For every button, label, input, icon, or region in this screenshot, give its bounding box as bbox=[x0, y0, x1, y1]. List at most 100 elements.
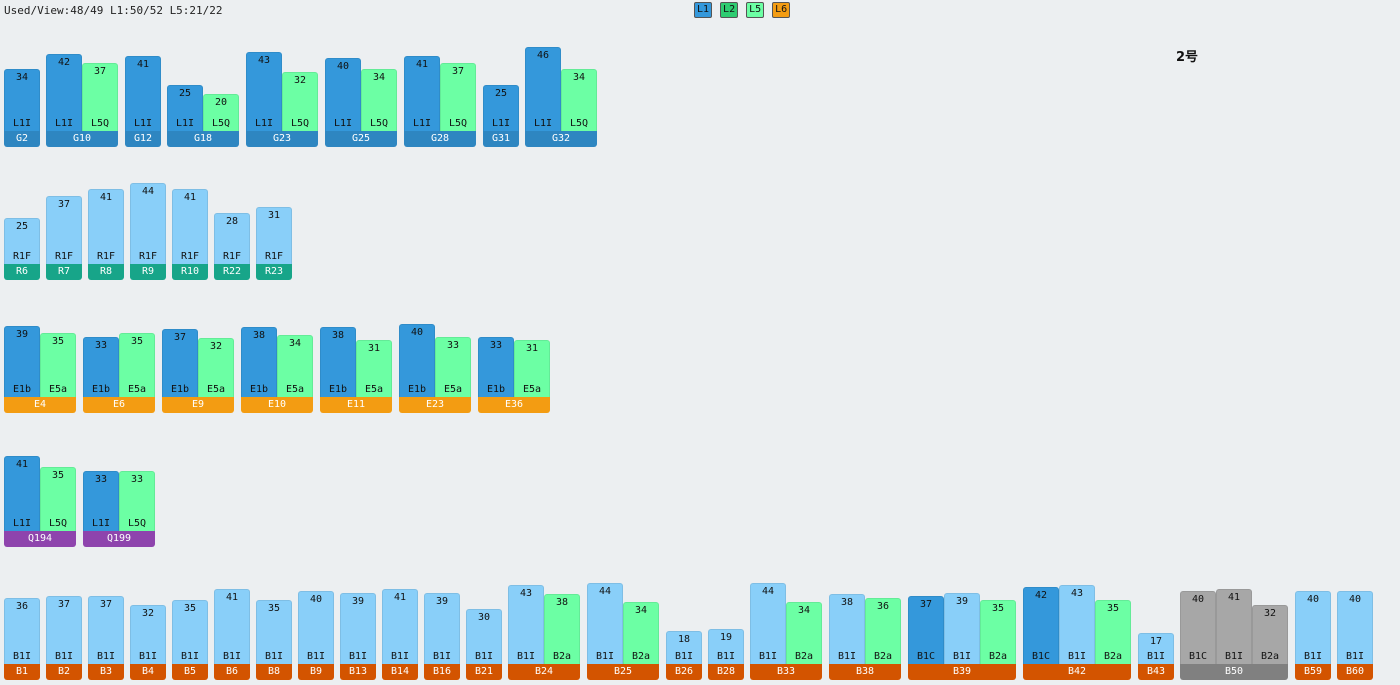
bar-b2a[interactable]: 32 B2a bbox=[1252, 605, 1288, 664]
bar-l5q[interactable]: 32 L5Q bbox=[282, 72, 318, 131]
slot-group-b16[interactable]: 39 B1I B16 bbox=[424, 593, 460, 680]
bar-b1i[interactable]: 30 B1I bbox=[466, 609, 502, 664]
bar-b1i[interactable]: 39 B1I bbox=[340, 593, 376, 664]
slot-group-b6[interactable]: 41 B1I B6 bbox=[214, 589, 250, 680]
bar-e5a[interactable]: 33 E5a bbox=[435, 337, 471, 397]
bar-b1i[interactable]: 35 B1I bbox=[172, 600, 208, 664]
bar-b1c[interactable]: 42 B1C bbox=[1023, 587, 1059, 664]
slot-group-b59[interactable]: 40 B1I B59 bbox=[1295, 591, 1331, 680]
slot-group-b26[interactable]: 18 B1I B26 bbox=[666, 631, 702, 680]
slot-group-b39[interactable]: 37 B1C 39 B1I 35 B2a B39 bbox=[908, 593, 1016, 680]
bar-l1i[interactable]: 25 L1I bbox=[483, 85, 519, 131]
slot-group-b25[interactable]: 44 B1I 34 B2a B25 bbox=[587, 583, 659, 680]
bar-b2a[interactable]: 38 B2a bbox=[544, 594, 580, 664]
bar-b1i[interactable]: 43 B1I bbox=[508, 585, 544, 664]
slot-group-r22[interactable]: 28 R1F R22 bbox=[214, 213, 250, 280]
bar-e1b[interactable]: 38 E1b bbox=[241, 327, 277, 397]
slot-group-e36[interactable]: 33 E1b 31 E5a E36 bbox=[478, 337, 550, 413]
bar-b1i[interactable]: 32 B1I bbox=[130, 605, 166, 664]
bar-b2a[interactable]: 36 B2a bbox=[865, 598, 901, 664]
bar-e1b[interactable]: 37 E1b bbox=[162, 329, 198, 397]
slot-group-b8[interactable]: 35 B1I B8 bbox=[256, 600, 292, 680]
bar-e1b[interactable]: 33 E1b bbox=[83, 337, 119, 397]
bar-e5a[interactable]: 32 E5a bbox=[198, 338, 234, 397]
slot-group-b1[interactable]: 36 B1I B1 bbox=[4, 598, 40, 680]
bar-r1f[interactable]: 44 R1F bbox=[130, 183, 166, 264]
slot-group-g32[interactable]: 46 L1I 34 L5Q G32 bbox=[525, 47, 597, 147]
bar-b1i[interactable]: 37 B1I bbox=[46, 596, 82, 664]
slot-group-g10[interactable]: 42 L1I 37 L5Q G10 bbox=[46, 54, 118, 147]
bar-l5q[interactable]: 35 L5Q bbox=[40, 467, 76, 531]
bar-b2a[interactable]: 35 B2a bbox=[980, 600, 1016, 664]
bar-b2a[interactable]: 34 B2a bbox=[623, 602, 659, 664]
bar-e5a[interactable]: 31 E5a bbox=[356, 340, 392, 397]
slot-group-b14[interactable]: 41 B1I B14 bbox=[382, 589, 418, 680]
bar-b2a[interactable]: 34 B2a bbox=[786, 602, 822, 664]
slot-group-b21[interactable]: 30 B1I B21 bbox=[466, 609, 502, 680]
slot-group-b4[interactable]: 32 B1I B4 bbox=[130, 605, 166, 680]
slot-group-e10[interactable]: 38 E1b 34 E5a E10 bbox=[241, 327, 313, 413]
bar-l1i[interactable]: 41 L1I bbox=[404, 56, 440, 131]
bar-b1i[interactable]: 41 B1I bbox=[214, 589, 250, 664]
bar-e5a[interactable]: 35 E5a bbox=[40, 333, 76, 397]
bar-r1f[interactable]: 41 R1F bbox=[172, 189, 208, 264]
bar-b1c[interactable]: 37 B1C bbox=[908, 596, 944, 664]
slot-group-b3[interactable]: 37 B1I B3 bbox=[88, 596, 124, 680]
bar-e5a[interactable]: 34 E5a bbox=[277, 335, 313, 397]
bar-e1b[interactable]: 38 E1b bbox=[320, 327, 356, 397]
bar-b1i[interactable]: 40 B1I bbox=[1295, 591, 1331, 664]
bar-b1i[interactable]: 36 B1I bbox=[4, 598, 40, 664]
bar-e1b[interactable]: 40 E1b bbox=[399, 324, 435, 397]
slot-group-b9[interactable]: 40 B1I B9 bbox=[298, 591, 334, 680]
slot-group-q199[interactable]: 33 L1I 33 L5Q Q199 bbox=[83, 471, 155, 547]
slot-group-b33[interactable]: 44 B1I 34 B2a B33 bbox=[750, 583, 822, 680]
bar-b1i[interactable]: 40 B1I bbox=[298, 591, 334, 664]
slot-group-e9[interactable]: 37 E1b 32 E5a E9 bbox=[162, 329, 234, 413]
slot-group-r6[interactable]: 25 R1F R6 bbox=[4, 218, 40, 280]
slot-group-r7[interactable]: 37 R1F R7 bbox=[46, 196, 82, 280]
bar-b1i[interactable]: 41 B1I bbox=[382, 589, 418, 664]
bar-l1i[interactable]: 41 L1I bbox=[125, 56, 161, 131]
bar-b1i[interactable]: 40 B1I bbox=[1337, 591, 1373, 664]
bar-l1i[interactable]: 25 L1I bbox=[167, 85, 203, 131]
slot-group-q194[interactable]: 41 L1I 35 L5Q Q194 bbox=[4, 456, 76, 547]
bar-b1i[interactable]: 37 B1I bbox=[88, 596, 124, 664]
bar-r1f[interactable]: 28 R1F bbox=[214, 213, 250, 264]
bar-b1i[interactable]: 35 B1I bbox=[256, 600, 292, 664]
slot-group-g18[interactable]: 25 L1I 20 L5Q G18 bbox=[167, 85, 239, 147]
slot-group-b43[interactable]: 17 B1I B43 bbox=[1138, 633, 1174, 680]
slot-group-b13[interactable]: 39 B1I B13 bbox=[340, 593, 376, 680]
bar-l5q[interactable]: 20 L5Q bbox=[203, 94, 239, 131]
bar-l1i[interactable]: 40 L1I bbox=[325, 58, 361, 131]
bar-b1i[interactable]: 18 B1I bbox=[666, 631, 702, 664]
slot-group-b24[interactable]: 43 B1I 38 B2a B24 bbox=[508, 585, 580, 680]
bar-l5q[interactable]: 33 L5Q bbox=[119, 471, 155, 531]
bar-l1i[interactable]: 43 L1I bbox=[246, 52, 282, 131]
slot-group-r8[interactable]: 41 R1F R8 bbox=[88, 189, 124, 280]
slot-group-g31[interactable]: 25 L1I G31 bbox=[483, 85, 519, 147]
bar-l5q[interactable]: 37 L5Q bbox=[440, 63, 476, 131]
bar-l1i[interactable]: 46 L1I bbox=[525, 47, 561, 131]
bar-l1i[interactable]: 34 L1I bbox=[4, 69, 40, 131]
bar-e5a[interactable]: 35 E5a bbox=[119, 333, 155, 397]
bar-b2a[interactable]: 35 B2a bbox=[1095, 600, 1131, 664]
slot-group-e4[interactable]: 39 E1b 35 E5a E4 bbox=[4, 326, 76, 413]
bar-e1b[interactable]: 39 E1b bbox=[4, 326, 40, 397]
bar-b1i[interactable]: 39 B1I bbox=[944, 593, 980, 664]
slot-group-b38[interactable]: 38 B1I 36 B2a B38 bbox=[829, 594, 901, 680]
bar-b1i[interactable]: 39 B1I bbox=[424, 593, 460, 664]
bar-b1i[interactable]: 17 B1I bbox=[1138, 633, 1174, 664]
bar-b1c[interactable]: 40 B1C bbox=[1180, 591, 1216, 664]
bar-l5q[interactable]: 34 L5Q bbox=[561, 69, 597, 131]
bar-b1i[interactable]: 44 B1I bbox=[587, 583, 623, 664]
bar-e5a[interactable]: 31 E5a bbox=[514, 340, 550, 397]
bar-l1i[interactable]: 42 L1I bbox=[46, 54, 82, 131]
bar-r1f[interactable]: 25 R1F bbox=[4, 218, 40, 264]
bar-b1i[interactable]: 43 B1I bbox=[1059, 585, 1095, 664]
slot-group-b50[interactable]: 40 B1C 41 B1I 32 B2a B50 bbox=[1180, 589, 1288, 680]
bar-b1i[interactable]: 38 B1I bbox=[829, 594, 865, 664]
slot-group-b2[interactable]: 37 B1I B2 bbox=[46, 596, 82, 680]
slot-group-b60[interactable]: 40 B1I B60 bbox=[1337, 591, 1373, 680]
slot-group-e6[interactable]: 33 E1b 35 E5a E6 bbox=[83, 333, 155, 413]
bar-r1f[interactable]: 41 R1F bbox=[88, 189, 124, 264]
